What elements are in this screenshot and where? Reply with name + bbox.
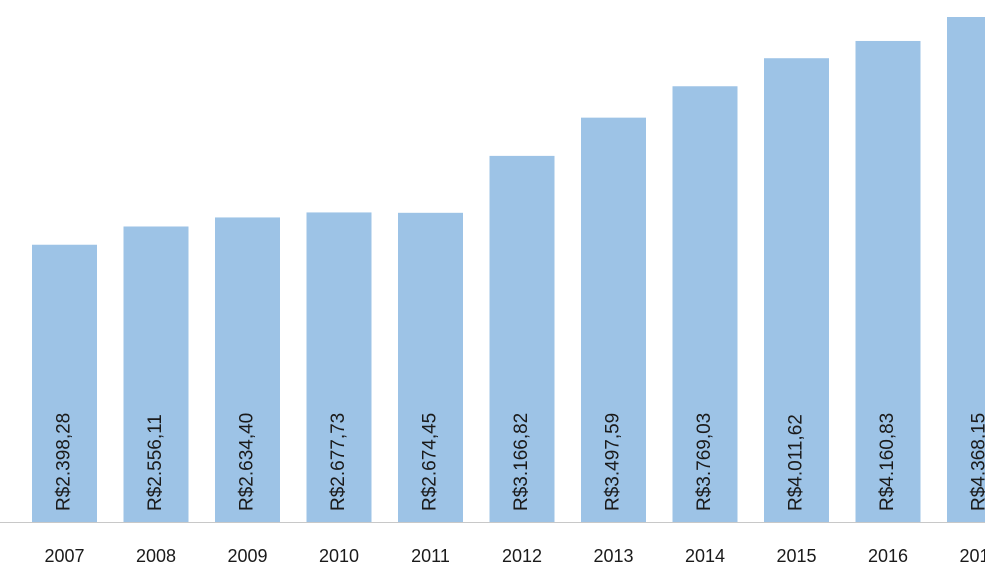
x-tick-label: 2009 [227, 546, 267, 566]
x-tick-label: 2014 [685, 546, 725, 566]
x-tick-label: 2015 [776, 546, 816, 566]
bar [306, 212, 372, 522]
bar [672, 86, 738, 523]
value-label: R$2.634,40 [237, 413, 258, 511]
x-tick-label: 2011 [411, 546, 450, 566]
value-label: R$2.398,28 [54, 413, 75, 511]
value-label: R$4.160,83 [877, 413, 898, 511]
bar [123, 226, 189, 522]
x-tick-label: 2012 [502, 546, 542, 566]
bar [398, 212, 463, 522]
bar [855, 40, 921, 523]
value-label: R$2.556,11 [145, 414, 166, 511]
value-label: R$2.677,73 [328, 413, 349, 511]
bar [764, 58, 829, 522]
x-tick-label: 2007 [44, 546, 84, 566]
x-tick-label: 2013 [593, 546, 633, 566]
bar [215, 217, 280, 522]
x-tick-label: 2010 [319, 546, 359, 566]
x-tick-label: 2008 [136, 546, 176, 566]
value-label: R$3.166,82 [511, 413, 532, 511]
value-label: R$2.674,45 [420, 413, 441, 511]
value-label: R$4.011,62 [786, 414, 807, 511]
x-tick-label: 2016 [868, 546, 908, 566]
bar [947, 17, 985, 522]
bar [32, 244, 97, 523]
bar [581, 117, 646, 522]
value-label: R$3.497,59 [603, 413, 624, 511]
x-tick-label: 2017 [959, 546, 985, 566]
value-label: R$3.769,03 [694, 413, 715, 511]
value-label: R$4.368,15 [969, 413, 985, 511]
bar [489, 155, 555, 522]
